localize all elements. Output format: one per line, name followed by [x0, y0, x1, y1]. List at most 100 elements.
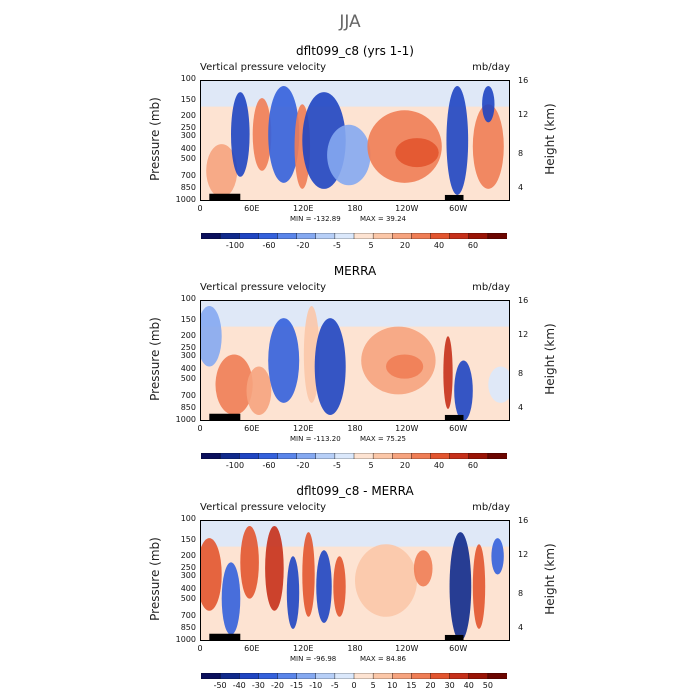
panel-1-field-region-2 — [252, 98, 272, 171]
panel-1-ytick: 400 — [180, 143, 196, 153]
panel-1-colorbar-swatch — [201, 233, 221, 239]
panel-1-colorbar — [201, 233, 507, 239]
panel-2-colorbar-swatch — [201, 453, 221, 459]
panel-3-colorbar-label: 30 — [444, 681, 455, 690]
panel-1-ytick: 850 — [180, 182, 196, 192]
panel-3-colorbar-swatch — [353, 673, 374, 679]
panel-1-xtick: 60W — [449, 204, 468, 213]
panel-1-field-region-10 — [472, 104, 504, 189]
panel-3-colorbar-label: -50 — [213, 681, 227, 690]
panel-2-field-region-10 — [488, 366, 510, 403]
figure-title: JJA — [339, 12, 361, 32]
panel-3-colorbar-swatch — [219, 673, 240, 679]
panel-3-colorbar-swatch — [277, 673, 298, 679]
panel-3-field-region-8 — [355, 544, 417, 617]
panel-1-colorbar-label: -5 — [333, 241, 341, 250]
panel-2-colorbar-label: 40 — [433, 461, 445, 470]
panel-3-field-region-2 — [240, 526, 259, 599]
panel-2-ytick: 1000 — [175, 415, 196, 424]
panel-2-y2tick: 8 — [518, 369, 524, 379]
panel-1-ytick: 700 — [180, 170, 196, 180]
panel-2-field-region-7 — [386, 354, 424, 379]
panel-2-colorbar-label: -60 — [262, 461, 276, 470]
panel-2-ylabel: Pressure (mb) — [148, 317, 162, 401]
panel-2-xtick: 60W — [449, 424, 468, 433]
panel-1-colorbar-swatch — [372, 233, 393, 239]
panel-3-terrain-mask — [209, 633, 241, 641]
panel-1-field-region-6 — [327, 124, 371, 186]
panel-3-colorbar-swatch — [411, 673, 432, 679]
panel-1-units: mb/day — [472, 62, 510, 73]
panel-2-colorbar — [201, 453, 507, 459]
panel-3-xtick: 60W — [449, 644, 468, 653]
panel-1-colorbar-swatch — [219, 233, 240, 239]
panel-3-y2tick: 4 — [518, 622, 524, 632]
panel-1-title: dflt099_c8 (yrs 1-1) — [296, 44, 414, 58]
panel-3-colorbar-label: -40 — [232, 681, 246, 690]
panel-1-y2tick: 16 — [518, 76, 529, 86]
panel-3-xtick: 180 — [347, 644, 363, 653]
panel-1-colorbar-swatch — [468, 233, 489, 239]
panel-3-units: mb/day — [472, 502, 510, 513]
panel-3-colorbar-label: -15 — [290, 681, 304, 690]
panel-2-field-region-0 — [200, 306, 222, 367]
panel-1-colorbar-label: -60 — [262, 241, 276, 250]
panel-3-colorbar-swatch — [430, 673, 451, 679]
panel-3-plot — [200, 520, 510, 641]
panel-2-colorbar-swatch — [392, 453, 413, 459]
panel-2-colorbar-swatch — [487, 453, 507, 459]
panel-2-xtick: 0 — [197, 424, 203, 433]
panel-2-units: mb/day — [472, 282, 510, 293]
panel-3-colorbar-swatch — [392, 673, 413, 679]
panel-3-ytick: 100 — [180, 514, 196, 523]
panel-3-colorbar-swatch — [201, 673, 221, 679]
panel-2-field-region-3 — [268, 318, 300, 403]
panel-3-field-region-7 — [333, 556, 346, 617]
panel-1-colorbar-swatch — [353, 233, 374, 239]
panel-1-frame — [200, 80, 510, 201]
panel-2-colorbar-label: 5 — [368, 461, 374, 470]
panel-2-xtick: 60E — [244, 424, 260, 433]
panel-2-field-region-8 — [443, 336, 453, 409]
panel-1-xtick: 0 — [197, 204, 203, 213]
panel-1-y2tick: 8 — [518, 149, 524, 159]
panel-3-field-region-0 — [200, 538, 222, 611]
panel-3-ytick: 500 — [180, 594, 196, 604]
panel-2-colorbar-swatch — [296, 453, 317, 459]
panel-3-colorbar — [201, 673, 507, 679]
panel-3-colorbar-swatch — [258, 673, 279, 679]
panel-3-y2tick: 16 — [518, 516, 529, 526]
panel-3-colorbar-label: -10 — [309, 681, 323, 690]
panel-2-field-region-1 — [215, 354, 253, 415]
panel-3-colorbar-swatch — [296, 673, 317, 679]
panel-1-xtick: 180 — [347, 204, 363, 213]
panel-1-colorbar-label: 5 — [368, 241, 374, 250]
panel-3-ytick: 200 — [180, 550, 196, 560]
panel-2-field-region-2 — [246, 366, 272, 415]
panel-1-colorbar-swatch — [449, 233, 470, 239]
panel-3-ytick: 150 — [180, 535, 196, 545]
panel-2-max-label: MAX = 75.25 — [360, 435, 406, 443]
panel-2-y2tick: 4 — [518, 402, 524, 412]
panel-3-ytick: 1000 — [175, 635, 196, 644]
panel-3-colorbar-label: 20 — [425, 681, 436, 690]
panel-3-ytick: 300 — [180, 570, 196, 580]
panel-2-colorbar-swatch — [315, 453, 336, 459]
panel-1-ytick: 1000 — [175, 195, 196, 204]
panel-2-colorbar-label: -20 — [296, 461, 310, 470]
panel-2-ytick: 100 — [180, 294, 196, 303]
panel-3-ytick: 700 — [180, 610, 196, 620]
panel-3-y2label: Height (km) — [543, 543, 557, 615]
panel-3-field-region-12 — [491, 538, 504, 575]
panel-2-xtick: 120W — [395, 424, 419, 433]
panel-3-colorbar-swatch — [334, 673, 355, 679]
panel-2-colorbar-swatch — [372, 453, 393, 459]
panel-3-field-region-3 — [265, 526, 284, 611]
panel-1-ytick: 250 — [180, 123, 196, 132]
panel-1-terrain-mask-2 — [444, 194, 464, 201]
panel-3-colorbar-label: 50 — [482, 681, 493, 690]
panel-1-field-region-8 — [395, 138, 439, 168]
panel-2-upper-layer — [200, 300, 510, 327]
panel-2-colorbar-swatch — [411, 453, 432, 459]
panel-2-field-region-9 — [454, 360, 473, 421]
